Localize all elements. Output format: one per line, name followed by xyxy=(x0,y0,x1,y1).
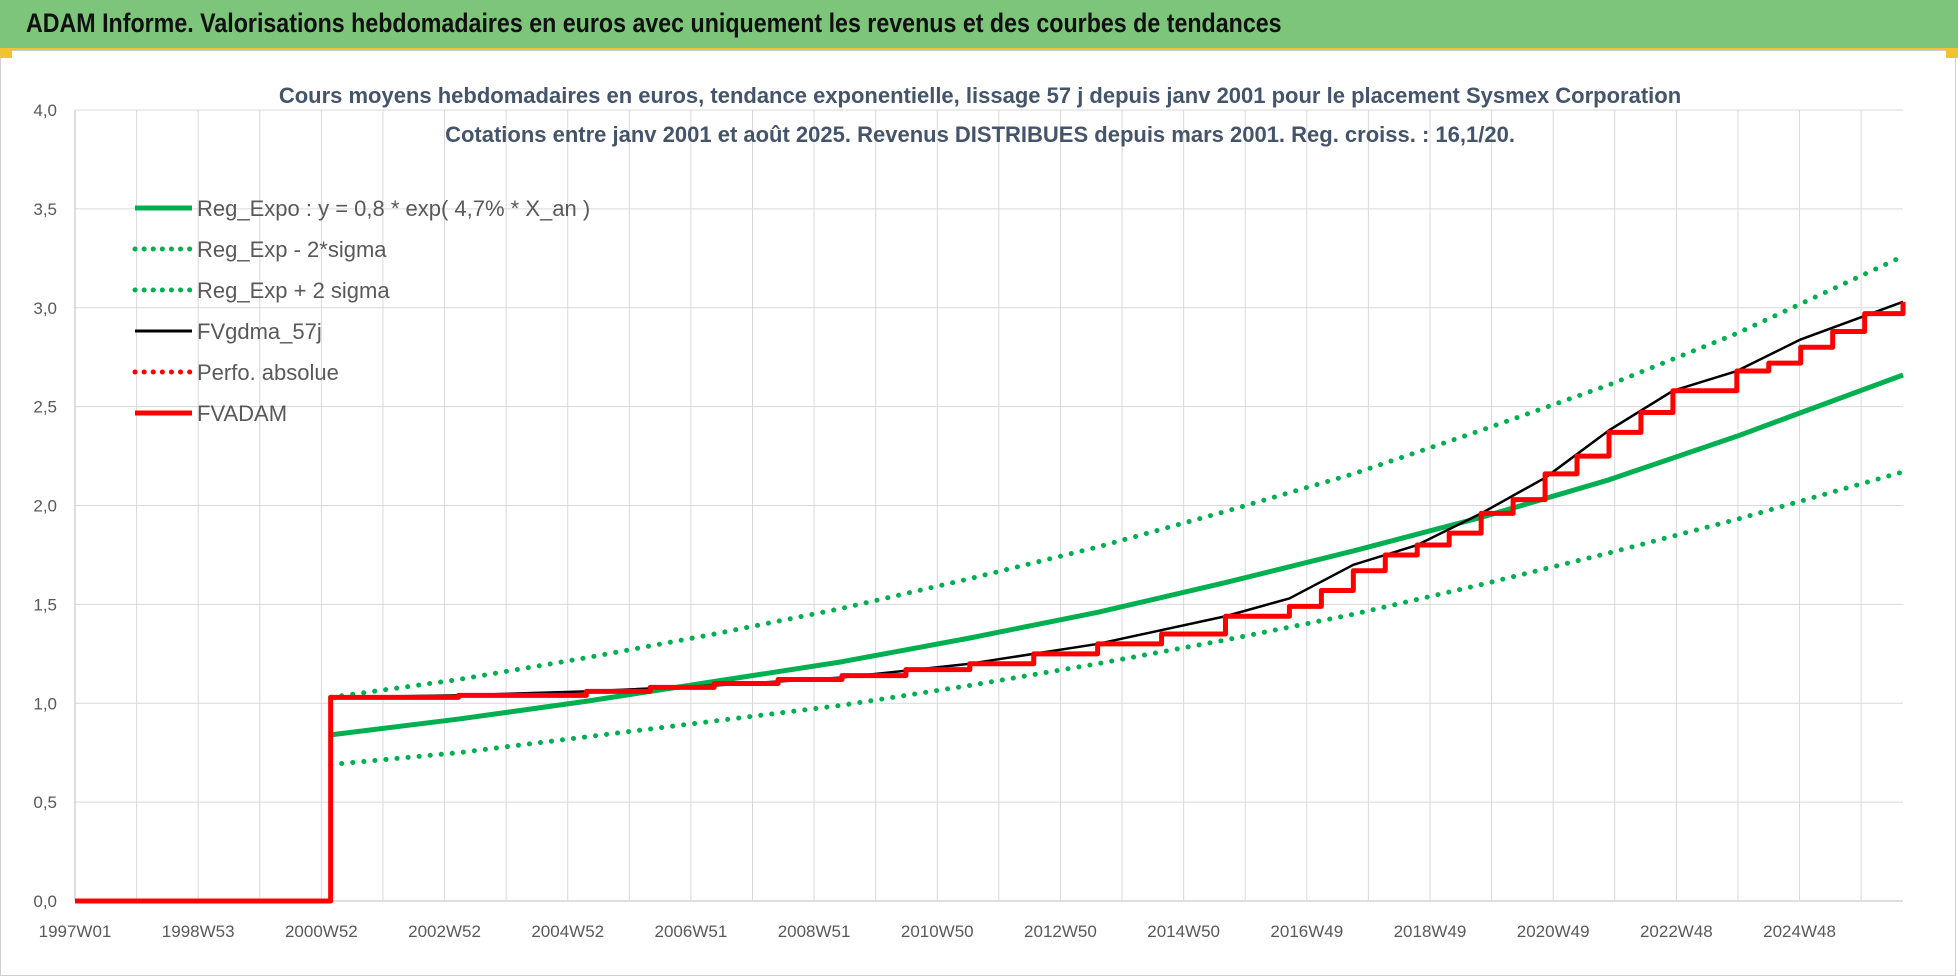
y-axis-ticks: 0,0 0,5 1,0 1,5 2,0 2,5 3,0 3,5 4,0 xyxy=(33,101,57,911)
x-tick-label: 2014W50 xyxy=(1147,922,1220,941)
header-banner: ADAM Informe. Valorisations hebdomadaire… xyxy=(0,0,1958,50)
series-line-3 xyxy=(330,300,1904,699)
series-line-2 xyxy=(328,253,1906,700)
x-tick-label: 2000W52 xyxy=(285,922,358,941)
x-tick-label: 2006W51 xyxy=(655,922,728,941)
x-tick-label: 1997W01 xyxy=(39,922,112,941)
x-tick-label: 2024W48 xyxy=(1763,922,1836,941)
x-tick-label: 2016W49 xyxy=(1270,922,1343,941)
y-tick-label: 0,5 xyxy=(33,793,57,812)
legend-label: Reg_Exp + 2 sigma xyxy=(197,278,390,303)
series-line-5 xyxy=(75,301,1906,904)
chart-title: Cours moyens hebdomadaires en euros, ten… xyxy=(279,83,1681,108)
y-tick-label: 4,0 xyxy=(33,101,57,120)
x-tick-label: 2020W49 xyxy=(1517,922,1590,941)
chart-subtitle: Cotations entre janv 2001 et août 2025. … xyxy=(445,122,1515,147)
x-tick-label: 2012W50 xyxy=(1024,922,1097,941)
x-tick-label: 2002W52 xyxy=(408,922,481,941)
chart-frame xyxy=(0,50,1956,976)
y-tick-label: 2,0 xyxy=(33,497,57,516)
legend-label: Perfo. absolue xyxy=(197,360,339,385)
y-tick-label: 3,0 xyxy=(33,299,57,318)
x-tick-label: 2018W49 xyxy=(1394,922,1467,941)
window-title: ADAM Informe. Valorisations hebdomadaire… xyxy=(26,8,1282,38)
y-tick-label: 3,5 xyxy=(33,200,57,219)
corner-mark-left xyxy=(0,50,12,58)
grid xyxy=(74,109,1903,902)
x-axis-ticks: 1997W01 1998W53 2000W52 2002W52 2004W52 2006W… xyxy=(39,922,1836,941)
x-tick-label: 2004W52 xyxy=(531,922,604,941)
series-line-0 xyxy=(330,372,1904,738)
series-line-1 xyxy=(328,469,1906,768)
legend-label: Reg_Exp - 2*sigma xyxy=(197,237,387,262)
legend-label: Reg_Expo : y = 0,8 * exp( 4,7% * X_an ) xyxy=(197,196,590,221)
corner-mark-right xyxy=(1946,50,1958,58)
x-tick-label: 1998W53 xyxy=(162,922,235,941)
x-tick-label: 2008W51 xyxy=(778,922,851,941)
legend: Reg_Expo : y = 0,8 * exp( 4,7% * X_an ) R… xyxy=(132,196,590,426)
y-tick-label: 2,5 xyxy=(33,398,57,417)
x-tick-label: 2010W50 xyxy=(901,922,974,941)
series-layer xyxy=(75,253,1906,904)
y-tick-label: 1,0 xyxy=(33,694,57,713)
y-tick-label: 0,0 xyxy=(33,892,57,911)
x-tick-label: 2022W48 xyxy=(1640,922,1713,941)
legend-label: FVgdma_57j xyxy=(197,319,322,344)
y-tick-label: 1,5 xyxy=(33,595,57,614)
legend-label: FVADAM xyxy=(197,401,287,426)
